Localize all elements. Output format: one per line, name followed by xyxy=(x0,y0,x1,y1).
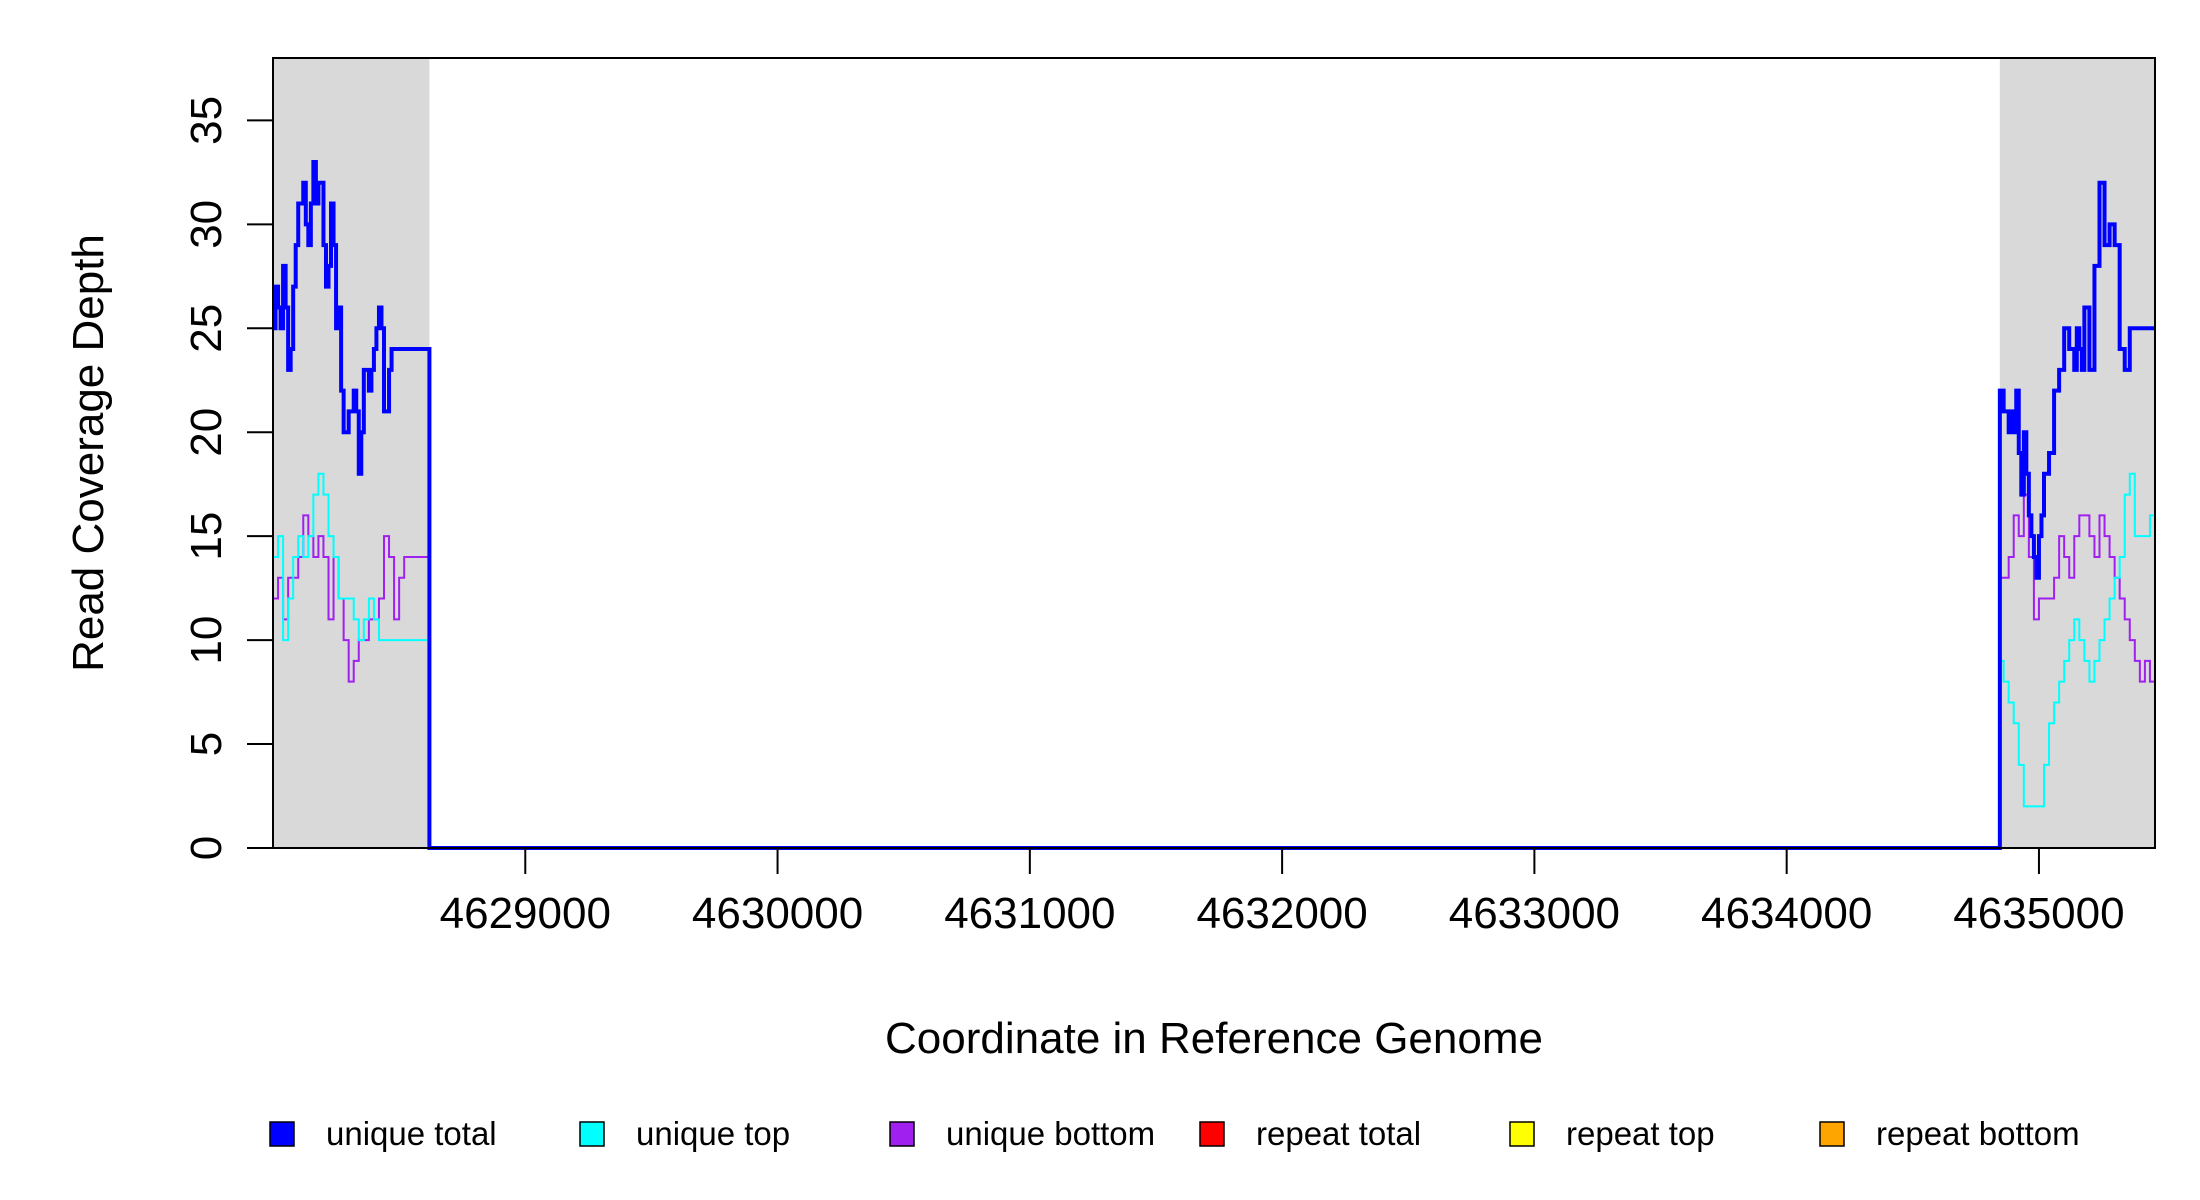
y-axis-title: Read Coverage Depth xyxy=(64,234,113,672)
series-line-unique-total xyxy=(273,159,2155,850)
shaded-regions xyxy=(273,58,2155,848)
legend-swatch xyxy=(1509,1121,1535,1147)
x-axis: 4629000 4630000 4631000 4632000 4633000 46340… xyxy=(440,848,2125,938)
legend-label: repeat top xyxy=(1566,1115,1715,1152)
legend-swatch xyxy=(1819,1121,1845,1147)
plot-frame xyxy=(272,57,2156,849)
legend-label: unique total xyxy=(326,1115,497,1152)
legend-label: unique top xyxy=(636,1115,790,1152)
x-axis-title: Coordinate in Reference Genome xyxy=(885,1014,1543,1063)
legend-swatch xyxy=(1199,1121,1225,1147)
legend-label: unique bottom xyxy=(946,1115,1155,1152)
legend-label: repeat total xyxy=(1256,1115,1421,1152)
legend-swatch xyxy=(269,1121,295,1147)
y-tick-label: 30 xyxy=(182,200,231,249)
y-tick-label: 35 xyxy=(182,96,231,145)
legend: unique total unique top unique bottom repea… xyxy=(269,1115,2080,1152)
x-tick-label: 4634000 xyxy=(1701,889,1872,938)
y-tick-label: 20 xyxy=(182,408,231,457)
x-tick-label: 4629000 xyxy=(440,889,611,938)
y-tick-label: 25 xyxy=(182,304,231,353)
legend-swatch xyxy=(579,1121,605,1147)
y-tick-label: 10 xyxy=(182,616,231,665)
y-tick-label: 5 xyxy=(182,732,231,756)
y-tick-label: 15 xyxy=(182,512,231,561)
x-tick-label: 4631000 xyxy=(944,889,1115,938)
x-tick-label: 4635000 xyxy=(1953,889,2124,938)
x-tick-label: 4633000 xyxy=(1449,889,1620,938)
x-tick-label: 4632000 xyxy=(1196,889,1367,938)
x-tick-label: 4630000 xyxy=(692,889,863,938)
shaded-region-0 xyxy=(273,58,430,848)
y-axis: 0 5 10 15 20 25 30 35 xyxy=(182,96,273,860)
series-line-unique-top xyxy=(273,472,2155,849)
legend-swatch xyxy=(889,1121,915,1147)
y-tick-label: 0 xyxy=(182,836,231,860)
series-lines xyxy=(273,159,2155,850)
legend-label: repeat bottom xyxy=(1876,1115,2080,1152)
series-line-unique-bottom xyxy=(273,493,2155,849)
